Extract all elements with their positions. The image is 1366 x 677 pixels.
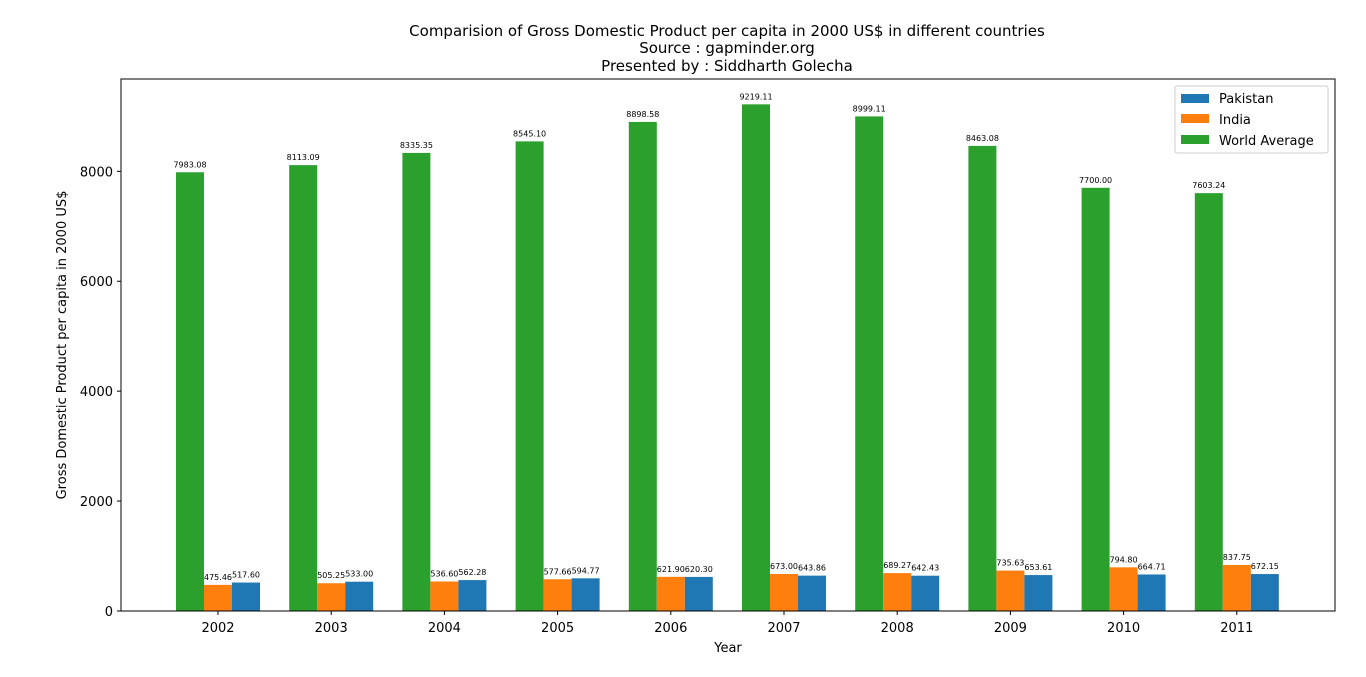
x-axis: 2002 2003 2004 2005 2006 2007 2008 2009 2010 2011 — [201, 611, 1253, 636]
bar-world-average-2010 — [1081, 187, 1110, 611]
data-label-world-average-2004: 8335.35 — [400, 141, 433, 150]
bars-group — [176, 104, 1279, 612]
data-label-pakistan-2002: 517.60 — [232, 571, 260, 580]
x-tick-label-2006: 2006 — [654, 621, 687, 636]
bar-india-2002 — [204, 584, 232, 611]
y-tick-label-8000: 8000 — [80, 165, 113, 180]
data-label-pakistan-2006: 620.30 — [685, 565, 713, 574]
legend-box — [1174, 85, 1329, 154]
bar-pakistan-2011 — [1250, 574, 1279, 611]
data-label-pakistan-2005: 594.77 — [572, 566, 600, 575]
plot-frame — [120, 78, 1336, 612]
data-label-india-2006: 621.90 — [657, 565, 685, 574]
x-tick-label-2003: 2003 — [315, 621, 348, 636]
data-label-world-average-2010: 7700.00 — [1079, 176, 1112, 185]
data-label-pakistan-2011: 672.15 — [1251, 562, 1279, 571]
data-label-pakistan-2009: 653.61 — [1024, 563, 1052, 572]
y-axis-label: Gross Domestic Product per capita in 200… — [55, 191, 70, 500]
y-axis: 0 2000 4000 6000 8000 — [80, 165, 121, 620]
bar-pakistan-2004 — [458, 580, 487, 611]
x-tick-label-2009: 2009 — [994, 621, 1027, 636]
data-label-pakistan-2007: 643.86 — [798, 564, 826, 573]
bar-world-average-2002 — [176, 172, 204, 611]
legend-swatch-pakistan — [1181, 94, 1209, 103]
chart-subtitle-presenter: Presented by : Siddharth Golecha — [601, 57, 853, 75]
bar-india-2010 — [1109, 567, 1138, 611]
data-label-pakistan-2004: 562.28 — [458, 568, 486, 577]
data-label-india-2011: 837.75 — [1223, 553, 1251, 562]
bar-india-2006 — [656, 576, 685, 611]
data-label-india-2003: 505.25 — [317, 571, 345, 580]
bar-world-average-2008 — [855, 116, 884, 612]
bar-world-average-2011 — [1194, 193, 1223, 611]
chart-title: Comparision of Gross Domestic Product pe… — [409, 22, 1045, 40]
x-tick-label-2010: 2010 — [1107, 621, 1140, 636]
bar-pakistan-2002 — [232, 582, 260, 611]
data-label-world-average-2011: 7603.24 — [1192, 181, 1225, 190]
legend-swatch-india — [1181, 114, 1209, 123]
bar-world-average-2009 — [968, 145, 997, 611]
data-label-india-2002: 475.46 — [204, 573, 232, 582]
y-tick-label-4000: 4000 — [80, 385, 113, 400]
bar-world-average-2006 — [628, 121, 657, 612]
data-label-india-2009: 735.63 — [996, 559, 1024, 568]
x-tick-label-2011: 2011 — [1220, 621, 1253, 636]
legend-label-world-average: World Average — [1219, 134, 1314, 149]
data-labels-group: 7983.08 475.46 517.60 8113.09 505.25 533.00 83… — [173, 92, 1278, 582]
data-label-india-2010: 794.80 — [1110, 555, 1138, 564]
x-tick-label-2008: 2008 — [881, 621, 914, 636]
x-tick-label-2005: 2005 — [541, 621, 574, 636]
bar-pakistan-2007 — [798, 575, 826, 611]
legend-swatch-world-average — [1181, 135, 1209, 144]
data-label-world-average-2008: 8999.11 — [853, 104, 886, 113]
bar-pakistan-2006 — [684, 576, 713, 611]
bar-pakistan-2005 — [571, 578, 600, 611]
y-tick-label-2000: 2000 — [80, 495, 113, 510]
bar-world-average-2004 — [402, 152, 431, 611]
bar-world-average-2007 — [742, 104, 770, 612]
legend-label-pakistan: Pakistan — [1219, 92, 1273, 107]
data-label-india-2008: 689.27 — [883, 561, 911, 570]
data-label-world-average-2009: 8463.08 — [966, 134, 999, 143]
bar-india-2011 — [1222, 564, 1251, 611]
data-label-india-2004: 536.60 — [430, 570, 458, 579]
bar-india-2003 — [317, 583, 346, 611]
x-tick-label-2007: 2007 — [767, 621, 800, 636]
chart-title-group: Comparision of Gross Domestic Product pe… — [409, 22, 1045, 75]
bar-pakistan-2009 — [1024, 575, 1053, 611]
bar-pakistan-2010 — [1137, 574, 1166, 611]
data-label-pakistan-2003: 533.00 — [345, 570, 373, 579]
data-label-world-average-2003: 8113.09 — [287, 153, 320, 162]
data-label-india-2005: 577.66 — [544, 567, 572, 576]
data-label-india-2007: 673.00 — [770, 562, 798, 571]
bar-india-2007 — [770, 574, 798, 611]
bar-pakistan-2008 — [911, 575, 940, 611]
y-tick-label-6000: 6000 — [80, 275, 113, 290]
data-label-world-average-2005: 8545.10 — [513, 129, 546, 138]
x-tick-label-2002: 2002 — [201, 621, 234, 636]
data-label-world-average-2002: 7983.08 — [173, 160, 206, 169]
x-axis-label: Year — [713, 641, 742, 656]
legend-label-india: India — [1219, 113, 1251, 128]
y-tick-label-0: 0 — [105, 605, 113, 620]
bar-india-2005 — [543, 579, 572, 611]
bar-india-2004 — [430, 581, 459, 611]
data-label-world-average-2007: 9219.11 — [739, 92, 772, 101]
chart-subtitle-source: Source : gapminder.org — [639, 39, 815, 57]
data-label-pakistan-2010: 664.71 — [1138, 562, 1166, 571]
bar-world-average-2003 — [289, 165, 318, 611]
bar-world-average-2005 — [515, 141, 544, 611]
x-tick-label-2004: 2004 — [428, 621, 461, 636]
data-label-world-average-2006: 8898.58 — [626, 110, 659, 119]
bar-india-2008 — [883, 573, 912, 611]
bar-pakistan-2003 — [345, 581, 374, 611]
bar-india-2009 — [996, 570, 1025, 611]
data-label-pakistan-2008: 642.43 — [911, 564, 939, 573]
legend: Pakistan India World Average — [1174, 85, 1329, 154]
